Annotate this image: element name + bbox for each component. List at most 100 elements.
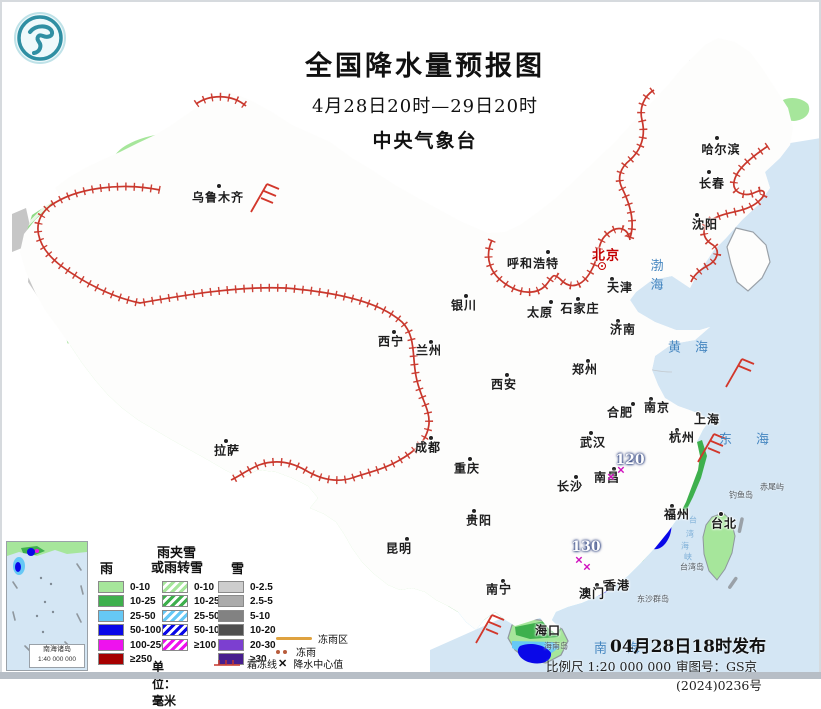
city-label-上海: 上海 (693, 412, 721, 427)
sea-label-黄海: 黄海 (667, 340, 723, 356)
city-label-天津: 天津 (606, 280, 634, 295)
city-label-海口: 海口 (534, 623, 562, 638)
city-dot-沈阳 (694, 212, 700, 218)
capital-marker-北京 (598, 262, 606, 270)
legend-swatch-0-10-25 (98, 595, 124, 608)
legend-swatch-1-0-10 (162, 581, 188, 593)
legend-swatch-1-≥100 (162, 638, 188, 651)
city-label-乌鲁木齐: 乌鲁木齐 (191, 190, 245, 205)
city-dot-福州 (669, 503, 675, 509)
city-label-南京: 南京 (643, 400, 671, 415)
precip-center-x-120-1: ✕ (606, 472, 616, 484)
sea-label-南海: 南海 (593, 641, 661, 657)
freezing-rain-dots-icon (276, 646, 290, 657)
city-label-呼和浩特: 呼和浩特 (506, 256, 560, 271)
city-dot-拉萨 (223, 438, 229, 444)
city-dot-太原 (548, 299, 554, 305)
city-label-合肥: 合肥 (606, 405, 634, 420)
island-label-东沙群岛: 东沙群岛 (637, 594, 669, 604)
freezing-rain-area-line-icon (276, 637, 312, 640)
precip-center-value-130: 130 (571, 539, 601, 555)
legend-range-label: 0-10 (194, 582, 215, 593)
city-label-杭州: 杭州 (668, 430, 696, 445)
legend-symbol-freezing-rain: 冻雨 (276, 644, 316, 659)
legend-swatch-0-≥250 (98, 653, 124, 665)
city-label-南宁: 南宁 (485, 582, 513, 597)
inset-scale: 1:40 000 000 (38, 655, 76, 663)
city-label-沈阳: 沈阳 (691, 217, 719, 232)
legend-range-label: 25-50 (194, 610, 220, 622)
legend-snow-title: 雪 (231, 561, 245, 576)
legend-range-label: 2.5-5 (250, 596, 273, 608)
legend-range-label: 0-10 (130, 582, 151, 593)
city-dot-西宁 (391, 329, 397, 335)
frost-line-label: 霜冻线 (247, 660, 277, 671)
city-dot-重庆 (467, 456, 473, 462)
city-label-贵阳: 贵阳 (465, 513, 493, 528)
city-dot-哈尔滨 (714, 135, 720, 141)
korea-peninsula (726, 227, 771, 292)
city-dot-济南 (615, 318, 621, 324)
legend-range-label: 50-100 (130, 625, 162, 637)
south-china-sea-inset-map: 南海诸岛 1:40 000 000 (6, 541, 88, 671)
legend-symbol-frost-line: 霜冻线 (213, 656, 277, 671)
city-dot-长沙 (573, 474, 579, 480)
precip-center-label: 降水中心值 (293, 660, 344, 671)
city-dot-合肥 (630, 401, 636, 407)
legend-range-label: 5-10 (250, 610, 271, 622)
freezing-rain-label: 冻雨 (296, 648, 316, 659)
precip-center-value-120: 120 (615, 452, 645, 468)
island-label-赤尾屿: 赤尾屿 (760, 482, 784, 492)
city-dot-贵阳 (471, 508, 477, 514)
city-dot-银川 (463, 293, 469, 299)
legend-range-label: 100-250 (130, 639, 167, 651)
city-dot-台北 (718, 511, 724, 517)
island-label-台湾岛: 台湾岛 (680, 562, 704, 572)
island-label-钓鱼岛: 钓鱼岛 (729, 490, 753, 500)
city-label-澳门: 澳门 (578, 586, 606, 601)
city-dot-南京 (648, 396, 654, 402)
legend-range-label: 50-100 (194, 625, 226, 637)
legend-swatch-0-0-10 (98, 581, 124, 593)
city-dot-海口 (536, 625, 542, 631)
map-frame (0, 0, 821, 679)
city-label-银川: 银川 (450, 298, 478, 313)
legend-symbol-freezing-rain-area: 冻雨区 (276, 631, 348, 646)
city-dot-昆明 (404, 536, 410, 542)
city-label-香港: 香港 (603, 578, 631, 593)
city-label-福州: 福州 (663, 507, 691, 522)
city-dot-呼和浩特 (545, 249, 551, 255)
legend-range-label: 0-2.5 (250, 582, 273, 593)
legend-swatch-1-25-50 (162, 609, 188, 622)
frost-lines (34, 86, 771, 485)
map-scale: 比例尺 1:20 000 000 (546, 659, 672, 674)
city-label-拉萨: 拉萨 (213, 443, 241, 458)
legend-swatch-0-50-100 (98, 624, 124, 637)
city-label-武汉: 武汉 (579, 435, 607, 450)
legend-range-label: 10-25 (130, 596, 156, 608)
city-dot-长春 (706, 169, 712, 175)
island-label-海南岛: 海南岛 (544, 641, 568, 651)
city-label-哈尔滨: 哈尔滨 (701, 142, 741, 157)
city-label-重庆: 重庆 (453, 461, 481, 476)
precip-center-x-120-0: ✕ (616, 465, 626, 477)
city-dot-石家庄 (575, 296, 581, 302)
city-label-南昌: 南昌 (593, 470, 621, 485)
legend-sleet-title-1: 雨夹雪 (157, 545, 197, 560)
title-block: 全国降水量预报图 4月28日20时—29日20时 中央气象台 (230, 44, 620, 153)
city-dot-杭州 (674, 427, 680, 433)
city-dot-香港 (602, 579, 608, 585)
city-dot-澳门 (594, 582, 600, 588)
legend-swatch-2-10-20 (218, 624, 244, 637)
legend-swatch-0-25-50 (98, 609, 124, 622)
legend-swatch-1-50-100 (162, 624, 188, 637)
city-label-兰州: 兰州 (415, 343, 443, 358)
frost-line-icon (214, 659, 240, 666)
legend-swatch-2-0-2.5 (218, 581, 244, 593)
precip-center-x-130-1: ✕ (582, 562, 592, 574)
legend-range-label: 20-30 (250, 639, 276, 651)
agency-name: 中央气象台 (372, 130, 478, 152)
inset-map-graphic (7, 542, 87, 664)
city-dot-兰州 (428, 339, 434, 345)
cma-logo-icon (14, 12, 66, 64)
